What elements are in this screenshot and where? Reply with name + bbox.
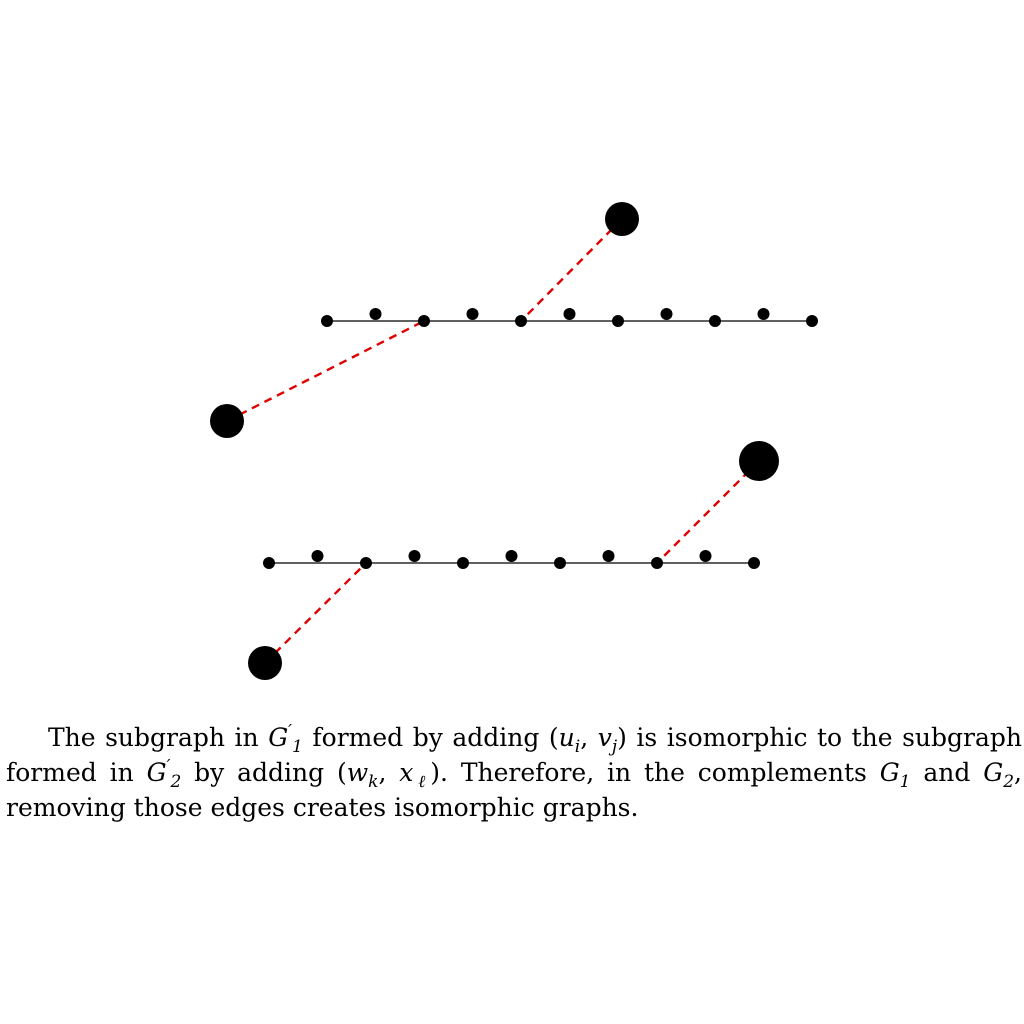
vertex xyxy=(554,557,566,569)
math-w-k: wk xyxy=(346,758,379,792)
vertex xyxy=(369,308,382,320)
vertex xyxy=(612,315,624,327)
added-edge xyxy=(264,562,367,664)
vertex xyxy=(660,308,673,320)
caption-line-3: removing those edges creates isomorphic … xyxy=(6,790,1022,825)
vertex xyxy=(515,315,527,327)
vertex xyxy=(457,557,469,569)
math-x-l: xℓ xyxy=(399,758,431,792)
math-G2: G2 xyxy=(983,758,1015,792)
caption-text: by adding ( xyxy=(181,758,347,787)
highlighted-vertex xyxy=(210,404,244,438)
vertex xyxy=(806,315,818,327)
caption-text: ) is isomorphic to the subgraph xyxy=(617,723,1022,752)
vertex xyxy=(466,308,479,320)
vertex xyxy=(505,550,518,562)
math-G2-prime: G′2 xyxy=(146,756,182,792)
caption-text: formed in xyxy=(6,758,147,787)
vertex xyxy=(360,557,372,569)
vertex xyxy=(748,557,760,569)
caption-text: ). Therefore, in the complements xyxy=(430,758,880,787)
caption: The subgraph in G′1 formed by adding (ui… xyxy=(6,720,1022,825)
vertex xyxy=(311,550,324,562)
caption-text: formed by adding ( xyxy=(302,723,559,752)
bottom-graph xyxy=(248,441,779,680)
vertex xyxy=(563,308,576,320)
caption-line-2: formed in G′2 by adding (wk, xℓ). Theref… xyxy=(6,756,1022,792)
added-edge xyxy=(656,460,760,564)
added-edge xyxy=(226,319,425,423)
vertex xyxy=(418,315,430,327)
vertex xyxy=(321,315,333,327)
math-v-j: vj xyxy=(597,723,618,757)
math-G1-prime: G′1 xyxy=(268,721,303,757)
vertex xyxy=(408,550,421,562)
vertex xyxy=(263,557,275,569)
caption-line-1: The subgraph in G′1 formed by adding (ui… xyxy=(48,721,1022,757)
added-edge xyxy=(520,218,623,322)
math-u-i: ui xyxy=(558,723,581,757)
vertex xyxy=(602,550,615,562)
vertex xyxy=(709,315,721,327)
vertex xyxy=(699,550,712,562)
top-graph xyxy=(210,202,818,438)
graph-diagram xyxy=(210,202,818,680)
caption-text: removing those edges creates isomorphic … xyxy=(6,793,639,822)
highlighted-vertex xyxy=(739,441,779,481)
vertex xyxy=(651,557,663,569)
caption-text: The subgraph in xyxy=(48,723,269,752)
highlighted-vertex xyxy=(248,646,282,680)
vertex xyxy=(757,308,770,320)
highlighted-vertex xyxy=(605,202,639,236)
math-G1: G1 xyxy=(879,758,911,792)
